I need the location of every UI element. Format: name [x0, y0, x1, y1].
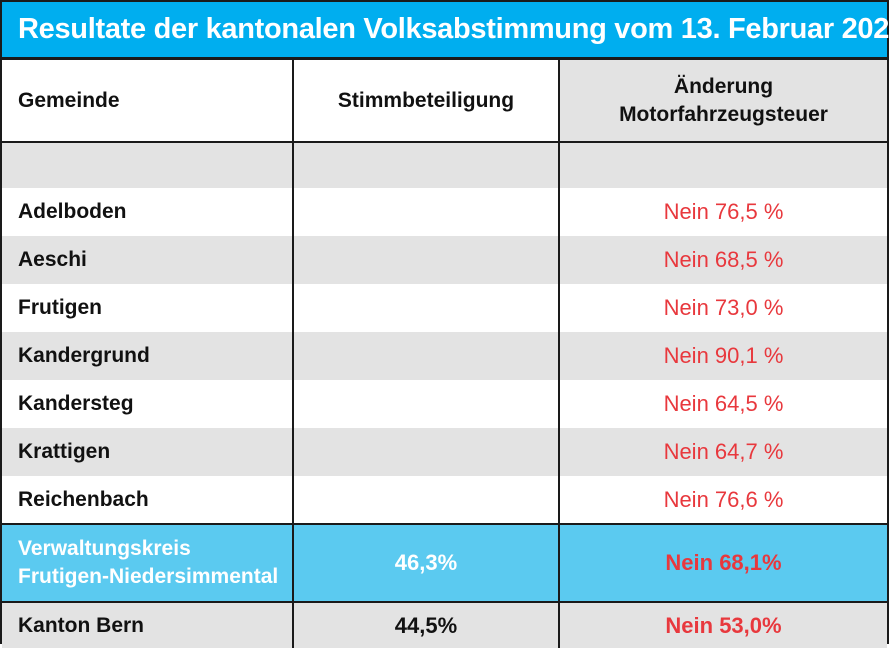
header-stimmbeteiligung: Stimmbeteiligung [292, 60, 559, 143]
gemeinde-cell: Aeschi [2, 236, 293, 284]
gemeinde-cell: Kandergrund [2, 332, 293, 380]
resultat-cell: Nein 76,5 % [558, 188, 887, 236]
spacer-cell [558, 142, 887, 188]
header-aenderung: Änderung Motorfahrzeugsteuer [558, 60, 887, 143]
table-row: Kandersteg Nein 64,5 % [2, 380, 887, 428]
stimmbeteiligung-cell [292, 476, 559, 524]
stimmbeteiligung-cell [292, 332, 559, 380]
resultat-cell: Nein 68,5 % [558, 236, 887, 284]
gemeinde-cell: Kandersteg [2, 380, 293, 428]
verwaltungskreis-name-line1: Verwaltungskreis [18, 537, 191, 560]
gemeinde-cell: Frutigen [2, 284, 293, 332]
gemeinde-cell: Adelboden [2, 188, 293, 236]
resultat-cell: Nein 64,5 % [558, 380, 887, 428]
stimmbeteiligung-cell [292, 428, 559, 476]
stimmbeteiligung-cell [292, 236, 559, 284]
stimmbeteiligung-cell [292, 380, 559, 428]
verwaltungskreis-row: Verwaltungskreis Frutigen-Niedersimmenta… [2, 523, 887, 603]
verwaltungskreis-resultat: Nein 68,1% [558, 523, 887, 603]
stimmbeteiligung-cell [292, 284, 559, 332]
spacer-cell [2, 142, 293, 188]
resultat-cell: Nein 73,0 % [558, 284, 887, 332]
results-table: Gemeinde Stimmbeteiligung Änderung Motor… [2, 60, 887, 648]
table-row: Kandergrund Nein 90,1 % [2, 332, 887, 380]
spacer-row [2, 142, 887, 188]
gemeinde-cell: Krattigen [2, 428, 293, 476]
header-gemeinde: Gemeinde [2, 60, 293, 143]
resultat-cell: Nein 76,6 % [558, 476, 887, 524]
gemeinde-cell: Reichenbach [2, 476, 293, 524]
kanton-row: Kanton Bern 44,5% Nein 53,0% [2, 602, 887, 648]
kanton-name: Kanton Bern [2, 602, 293, 648]
verwaltungskreis-name-line2: Frutigen-Niedersimmental [18, 565, 279, 588]
verwaltungskreis-stimmbeteiligung: 46,3% [292, 523, 559, 603]
header-aenderung-line2: Motorfahrzeugsteuer [619, 102, 828, 126]
spacer-cell [292, 142, 559, 188]
table-row: Aeschi Nein 68,5 % [2, 236, 887, 284]
stimmbeteiligung-cell [292, 188, 559, 236]
verwaltungskreis-name: Verwaltungskreis Frutigen-Niedersimmenta… [2, 523, 293, 603]
header-aenderung-line1: Änderung [673, 74, 774, 98]
table-row: Frutigen Nein 73,0 % [2, 284, 887, 332]
resultat-cell: Nein 90,1 % [558, 332, 887, 380]
table-row: Reichenbach Nein 76,6 % [2, 476, 887, 524]
resultat-cell: Nein 64,7 % [558, 428, 887, 476]
kanton-resultat: Nein 53,0% [558, 602, 887, 648]
kanton-stimmbeteiligung: 44,5% [292, 602, 559, 648]
table-row: Krattigen Nein 64,7 % [2, 428, 887, 476]
table-title: Resultate der kantonalen Volksabstimmung… [2, 2, 889, 60]
header-row: Gemeinde Stimmbeteiligung Änderung Motor… [2, 60, 887, 143]
table-row: Adelboden Nein 76,5 % [2, 188, 887, 236]
